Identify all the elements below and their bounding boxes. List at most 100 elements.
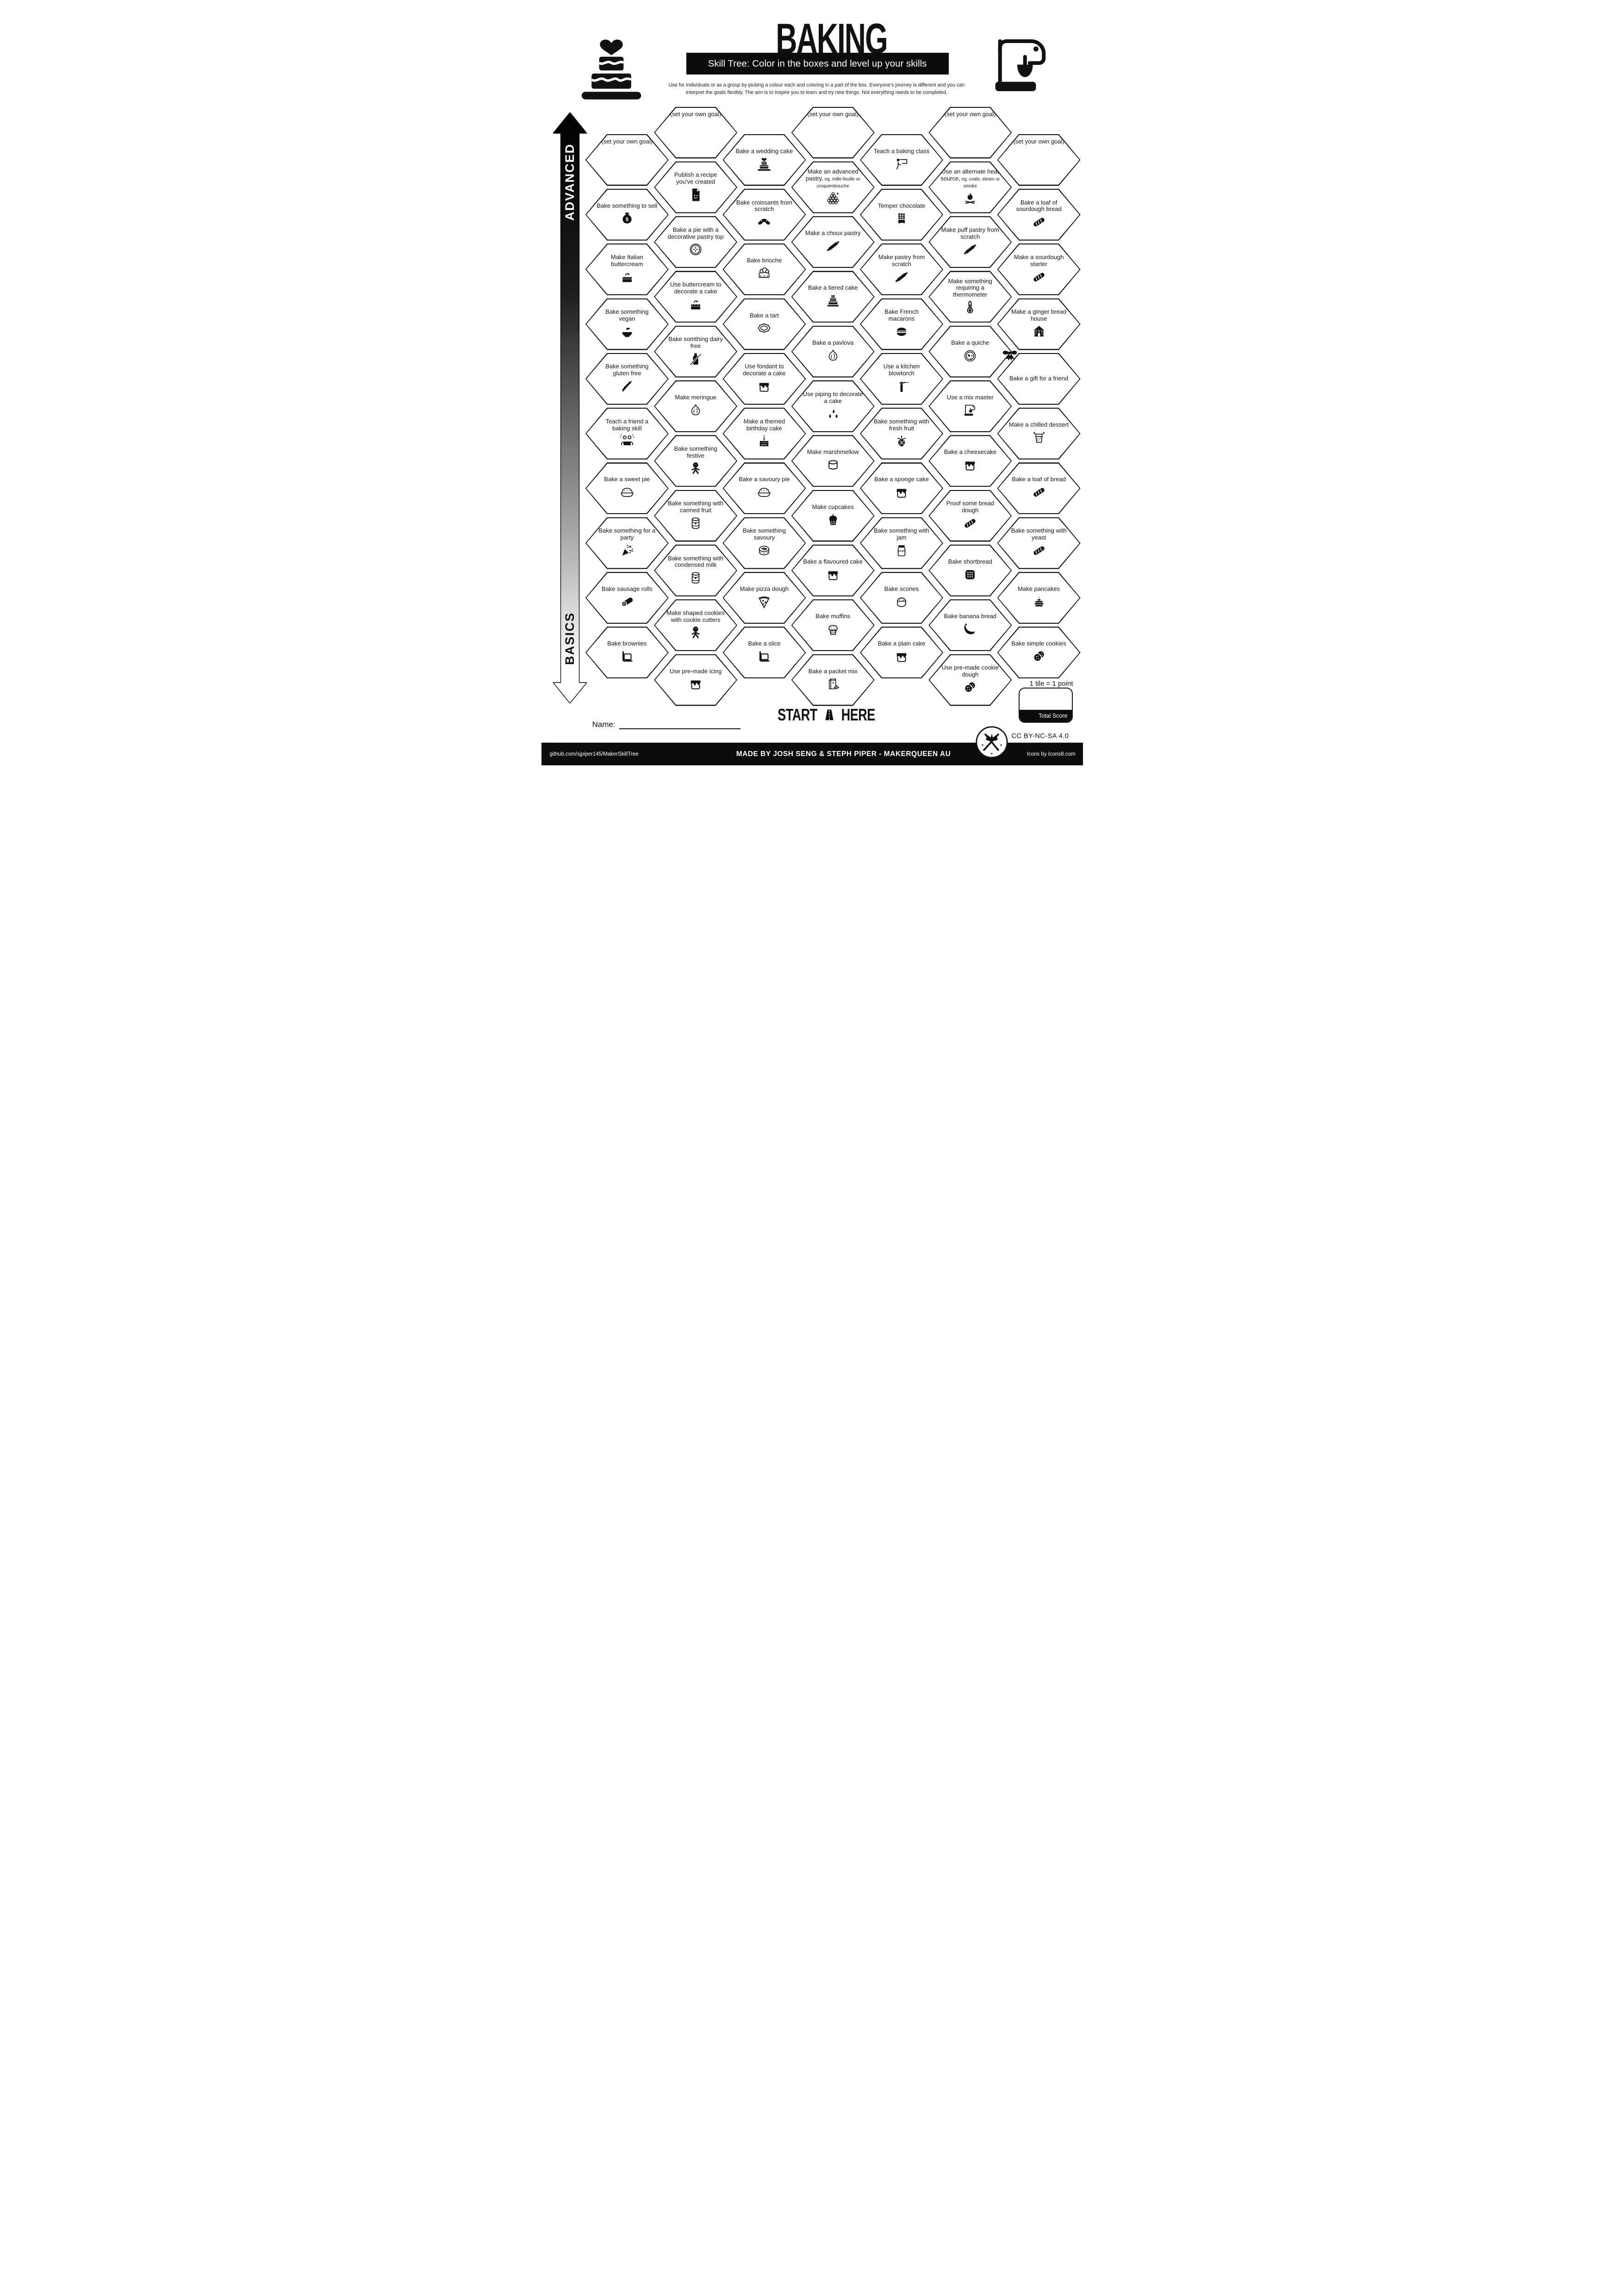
hex-tile[interactable]: Make pastry from scratch xyxy=(860,243,943,296)
hex-tile[interactable]: Make marshmellow xyxy=(791,435,875,487)
hex-tile[interactable]: Bake a flavoured cake xyxy=(791,544,875,596)
hex-tile[interactable]: Bake something with condensed milk xyxy=(654,544,738,596)
hex-tile[interactable]: Bake croissants from scratch xyxy=(722,188,806,241)
hex-tile[interactable]: Bake somthing dairy free xyxy=(654,325,738,378)
hex-label: Proof some bread dough xyxy=(946,500,994,514)
hex-tile[interactable]: Bake sausage rolls xyxy=(585,572,669,624)
hex-tile[interactable]: Bake a loaf of bread xyxy=(997,462,1081,515)
hex-tile[interactable]: Bake something gluten free xyxy=(585,353,669,405)
hex-tile[interactable]: Bake something vegan xyxy=(585,298,669,350)
hex-tile[interactable]: Bake something savoury xyxy=(722,517,806,569)
baguette-icon xyxy=(964,519,976,528)
total-score-box[interactable]: Total Score xyxy=(1018,688,1073,723)
hex-tile[interactable]: Use piping to decorate a cake xyxy=(791,380,875,432)
brioche-icon-slot xyxy=(756,266,772,281)
hex-tile[interactable]: Use a mix master xyxy=(928,380,1012,432)
hex-tile[interactable]: Bake banana bread xyxy=(928,599,1012,652)
hex-tile[interactable]: Bake a pavlova xyxy=(791,325,875,378)
chocolate-bar-icon-slot xyxy=(894,211,909,227)
hex-tile[interactable]: Use fondant to decorate a cake xyxy=(722,353,806,405)
hex-content: Bake a gift for a friend xyxy=(998,354,1080,404)
hex-tile[interactable]: Bake a packet mix xyxy=(791,654,875,706)
hex-tile[interactable]: Make Italian buttercream xyxy=(585,243,669,296)
piping-icon-slot xyxy=(825,406,841,422)
hex-tile[interactable]: Bake French macarons xyxy=(860,298,943,350)
footer-icons8-credit[interactable]: Icons by Icons8.com xyxy=(1027,751,1076,757)
hex-tile[interactable]: Bake a tiered cake xyxy=(791,271,875,323)
hex-tile[interactable]: Bake simple cookies xyxy=(997,627,1081,679)
hex-tile[interactable]: Bake brownies xyxy=(585,627,669,679)
hex-tile[interactable]: Bake something for a party xyxy=(585,517,669,569)
hex-content: Bake a wedding cake xyxy=(724,135,805,185)
hex-tile[interactable]: (set your own goal) xyxy=(791,106,875,159)
hex-tile[interactable]: Bake a pie with a decorative pastry top xyxy=(654,216,738,268)
hex-tile[interactable]: Make meringue xyxy=(654,380,738,432)
hex-content: Teach a friend a baking skill xyxy=(586,409,668,459)
hex-tile[interactable]: Bake brioche xyxy=(722,243,806,296)
hex-tile-fill: Bake simple cookies xyxy=(998,627,1080,678)
hex-label: Bake a loaf of sourdough bread xyxy=(1016,199,1062,213)
hex-tile[interactable]: Bake a cheesecake xyxy=(928,435,1012,487)
hex-tile[interactable]: Bake a sweet pie xyxy=(585,462,669,515)
hex-tile[interactable]: Make a themed birthday cake xyxy=(722,408,806,460)
hex-tile[interactable]: Make a ginger bread house xyxy=(997,298,1081,350)
hex-tile[interactable]: Use a kitchen blowtorch xyxy=(860,353,943,405)
hex-content: Bake a sponge cake xyxy=(861,464,942,514)
hex-tile-fill: Make a ginger bread house xyxy=(998,299,1080,349)
hex-content: Make a choux pastry xyxy=(792,217,874,267)
hex-tile[interactable]: Bake something with fresh fruit xyxy=(860,408,943,460)
hex-tile[interactable]: Make something requiring a thermometer xyxy=(928,271,1012,323)
hex-tile[interactable]: Bake a wedding cake xyxy=(722,134,806,186)
hex-tile[interactable]: Use pre-made cookie dough xyxy=(928,654,1012,706)
chocolate-bar-icon xyxy=(898,213,905,223)
name-input-line[interactable] xyxy=(619,720,740,729)
hex-tile[interactable]: Make a chilled dessert xyxy=(997,408,1081,460)
hex-tile[interactable]: Temper chocolate xyxy=(860,188,943,241)
tart-icon-slot xyxy=(756,320,772,336)
hex-tile[interactable]: Bake something festive xyxy=(654,435,738,487)
gift-bow-icon xyxy=(1002,350,1017,361)
hex-tile[interactable]: Make shaped cookies with cookie cutters xyxy=(654,599,738,652)
hex-tile-fill: Bake something with canned fruit xyxy=(655,490,736,541)
hex-tile[interactable]: Use an alternate heat source, eg. coals,… xyxy=(928,161,1012,213)
hex-tile[interactable]: Make pizza dough xyxy=(722,572,806,624)
hex-tile[interactable]: Make a sourdough starter xyxy=(997,243,1081,296)
hex-tile[interactable]: (set your own goal) xyxy=(585,134,669,186)
hex-tile[interactable]: Bake something with yeast xyxy=(997,517,1081,569)
hex-content: Make shaped cookies with cookie cutters xyxy=(655,600,736,650)
cake-icing-icon-slot xyxy=(756,379,772,394)
blowtorch-icon xyxy=(900,381,909,392)
hex-tile[interactable]: Publish a recipe you've created xyxy=(654,161,738,213)
hex-tile[interactable]: (set your own goal) xyxy=(997,134,1081,186)
hex-tile[interactable]: Bake a plain cake xyxy=(860,627,943,679)
hex-tile[interactable]: (set your own goal) xyxy=(654,106,738,159)
hex-tile[interactable]: Make pancakes xyxy=(997,572,1081,624)
hex-tile[interactable]: Bake a savoury pie xyxy=(722,462,806,515)
birthday-cake-icon xyxy=(760,435,769,447)
hex-tile[interactable]: Make puff pastry from scratch xyxy=(928,216,1012,268)
footer-github-link[interactable]: github.com/sjpiper145/MakerSkillTree xyxy=(549,751,639,757)
hex-tile[interactable]: Bake a sponge cake xyxy=(860,462,943,515)
hex-tile[interactable]: Bake something to sell $ xyxy=(585,188,669,241)
hex-tile[interactable]: Bake muffins xyxy=(791,599,875,652)
hex-tile[interactable]: Bake scones xyxy=(860,572,943,624)
hex-tile[interactable]: Use pre-made icing xyxy=(654,654,738,706)
hex-tile[interactable]: Make an advanced pastry, eg. mille-feuil… xyxy=(791,161,875,213)
hex-tile[interactable]: Make a choux pastry xyxy=(791,216,875,268)
hex-content: Use an alternate heat source, eg. coals,… xyxy=(929,162,1011,212)
hex-label: Teach a friend a baking skill xyxy=(605,417,649,432)
hex-tile[interactable]: Bake a slice xyxy=(722,627,806,679)
gingerbread-house-icon xyxy=(1033,326,1045,337)
hex-tile[interactable]: Bake a loaf of sourdough bread xyxy=(997,188,1081,241)
hex-tile[interactable]: Use buttercream to decorate a cake xyxy=(654,271,738,323)
hex-tile[interactable]: Proof some bread dough xyxy=(928,490,1012,542)
hex-tile[interactable]: Teach a baking class xyxy=(860,134,943,186)
hex-tile[interactable]: Bake something with jam xyxy=(860,517,943,569)
hex-tile[interactable]: Bake a tart xyxy=(722,298,806,350)
hex-tile[interactable]: (set your own goal) xyxy=(928,106,1012,159)
hex-tile[interactable]: Make cupcakes xyxy=(791,490,875,542)
description-text: Use for individuals or as a group by pic… xyxy=(668,82,965,96)
hex-tile[interactable]: Bake something with canned fruit xyxy=(654,490,738,542)
hex-tile[interactable]: Bake shortbread xyxy=(928,544,1012,596)
hex-tile[interactable]: Teach a friend a baking skill xyxy=(585,408,669,460)
